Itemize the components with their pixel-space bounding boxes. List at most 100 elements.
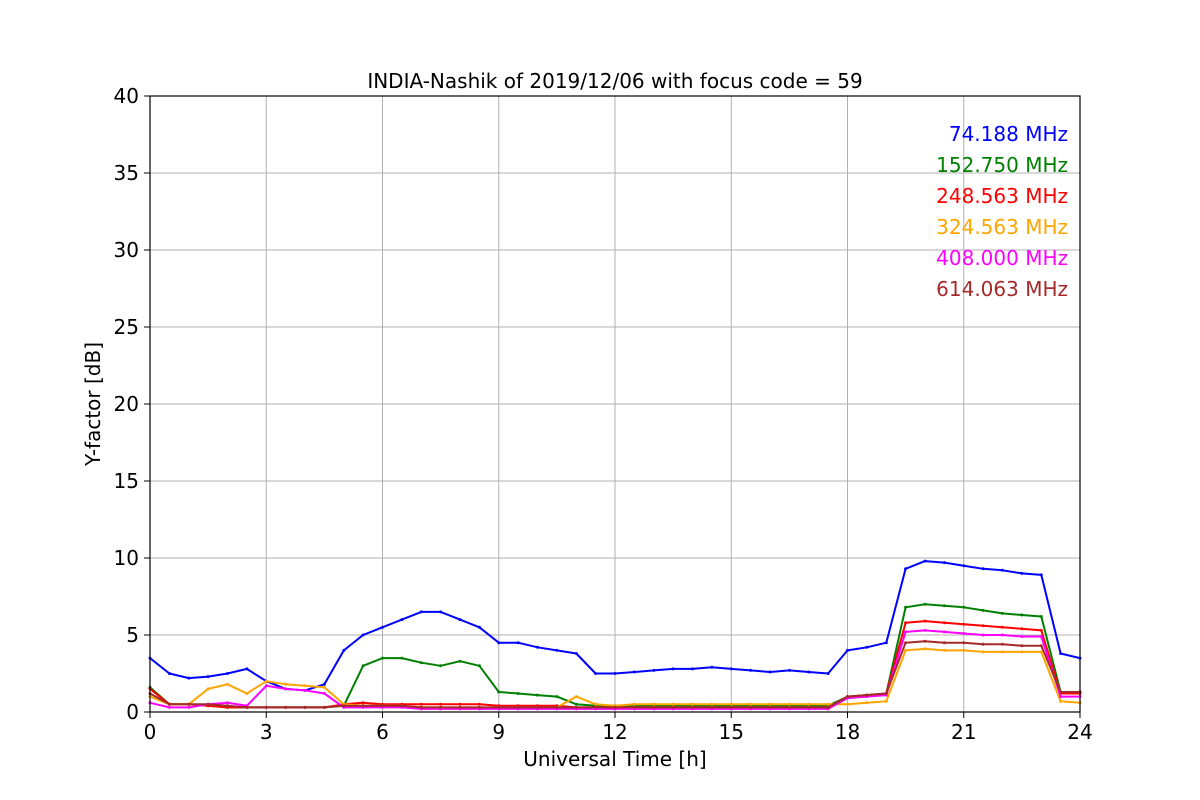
data-point	[574, 695, 578, 699]
data-point	[187, 676, 191, 680]
y-axis-label: Y-factor [dB]	[81, 342, 105, 467]
y-tick-label: 30	[114, 238, 139, 262]
data-point	[477, 705, 481, 709]
legend-entry: 74.188 MHz	[949, 122, 1068, 146]
data-point	[497, 690, 501, 694]
y-tick-label: 20	[114, 392, 139, 416]
data-point	[381, 704, 384, 708]
data-point	[962, 622, 966, 626]
x-tick-label: 12	[602, 720, 627, 744]
data-point	[477, 625, 481, 629]
data-point	[516, 705, 520, 709]
y-tick-label: 40	[114, 84, 139, 108]
data-point	[671, 705, 675, 709]
data-point	[691, 667, 694, 671]
legend-entry: 248.563 MHz	[936, 184, 1068, 208]
axis-ticks: 0 3 6 9 12 15 18 21 24 0 5 10 15 20 25 30 35 40	[114, 84, 1093, 744]
data-point	[710, 705, 714, 709]
data-point	[1001, 625, 1004, 629]
data-point	[691, 705, 694, 709]
data-point	[749, 668, 753, 672]
data-point	[942, 641, 946, 645]
x-tick-label: 18	[835, 720, 860, 744]
data-point	[361, 704, 365, 708]
data-point	[962, 564, 966, 568]
data-point	[419, 702, 423, 706]
series-4	[148, 647, 1082, 709]
data-point	[1020, 613, 1024, 617]
data-point	[787, 702, 791, 706]
y-tick-label: 10	[114, 546, 139, 570]
x-tick-label: 24	[1067, 720, 1092, 744]
data-point	[361, 701, 365, 705]
data-point	[884, 699, 888, 703]
data-point	[167, 702, 171, 706]
data-point	[477, 702, 481, 706]
data-point	[942, 604, 946, 608]
data-point	[322, 682, 326, 686]
data-point	[981, 624, 985, 628]
data-point	[729, 705, 733, 709]
data-point	[419, 661, 423, 665]
data-point	[632, 702, 636, 706]
data-point	[419, 610, 423, 614]
data-point	[787, 668, 791, 672]
series-6	[148, 639, 1082, 709]
data-point	[749, 705, 753, 709]
data-point	[904, 621, 908, 625]
data-point	[729, 667, 733, 671]
data-point	[826, 672, 830, 675]
data-point	[439, 705, 443, 709]
data-point	[904, 605, 908, 609]
data-point	[729, 702, 733, 706]
data-point	[594, 702, 598, 706]
data-point	[904, 648, 908, 652]
data-point	[361, 633, 365, 637]
data-point	[962, 605, 966, 609]
data-point	[206, 687, 210, 691]
data-point	[787, 705, 791, 709]
data-point	[1001, 568, 1004, 572]
data-point	[245, 705, 249, 709]
y-tick-label: 5	[126, 623, 139, 647]
data-point	[904, 630, 908, 634]
data-point	[652, 668, 656, 672]
data-point	[303, 684, 307, 688]
data-point	[710, 665, 714, 669]
data-point	[923, 628, 927, 632]
data-point	[1020, 650, 1024, 654]
data-point	[632, 670, 636, 674]
data-point	[206, 675, 210, 679]
legend-entry: 614.063 MHz	[936, 277, 1068, 301]
data-point	[865, 645, 869, 649]
data-point	[632, 705, 636, 709]
data-point	[884, 641, 888, 645]
data-point	[555, 695, 559, 699]
data-point	[439, 702, 443, 706]
data-point	[749, 702, 753, 706]
data-point	[400, 656, 404, 660]
data-point	[594, 672, 598, 675]
data-point	[594, 705, 598, 709]
y-tick-label: 15	[114, 469, 139, 493]
data-point	[865, 693, 869, 697]
data-point	[342, 704, 346, 708]
data-point	[1020, 644, 1024, 648]
data-point	[923, 602, 927, 606]
legend: 74.188 MHz 152.750 MHz 248.563 MHz 324.563 …	[936, 122, 1068, 301]
data-point	[981, 608, 985, 612]
data-point	[361, 664, 365, 668]
data-point	[1039, 644, 1043, 648]
data-point	[458, 659, 462, 663]
data-point	[439, 610, 443, 614]
data-point	[768, 670, 772, 674]
data-point	[245, 692, 249, 695]
data-point	[1059, 652, 1063, 655]
data-point	[962, 641, 966, 645]
y-tick-label: 0	[126, 700, 139, 724]
data-point	[807, 702, 811, 706]
data-point	[536, 693, 539, 697]
data-point	[342, 648, 346, 652]
data-point	[981, 633, 985, 637]
